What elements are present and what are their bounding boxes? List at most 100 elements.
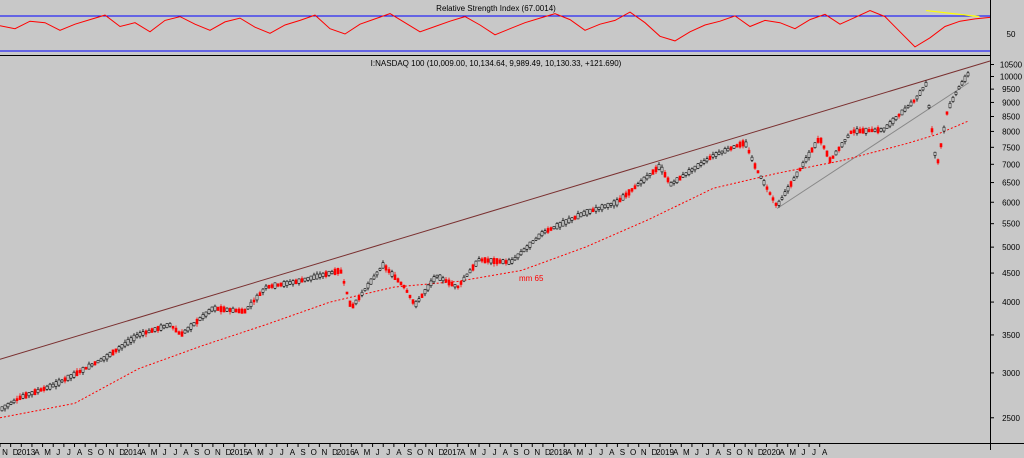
- candle-body: [306, 276, 310, 281]
- candle-body: [372, 275, 376, 280]
- x-tick-label: A: [779, 448, 785, 457]
- candle-body: [291, 280, 295, 285]
- candle-body: [102, 356, 106, 361]
- x-tick-label: A: [247, 448, 253, 457]
- y-tick-label: 5500: [1002, 220, 1020, 229]
- candle-body: [723, 148, 727, 154]
- candle-body: [945, 111, 949, 115]
- candle-body: [156, 326, 160, 332]
- x-tick-label: S: [726, 448, 731, 457]
- x-tick-label: 2020: [763, 448, 781, 457]
- candle-body: [885, 124, 889, 129]
- x-tick-label: A: [354, 448, 360, 457]
- candle-body: [300, 278, 304, 283]
- candle-body: [162, 325, 166, 329]
- candle-body: [519, 251, 523, 256]
- rsi-panel: Relative Strength Index (67.0014) 50: [0, 4, 1016, 52]
- candle-body: [585, 209, 589, 216]
- candle-body: [321, 272, 325, 277]
- x-tick-label: J: [173, 448, 177, 457]
- candle-body: [432, 276, 436, 283]
- candle-body: [231, 307, 235, 313]
- candle-body: [504, 260, 508, 264]
- x-tick-label: N: [215, 448, 221, 457]
- candle-body: [864, 127, 868, 134]
- candle-body: [639, 180, 643, 185]
- y-tick-label: 9500: [1002, 85, 1020, 94]
- x-tick-label: D: [119, 448, 125, 457]
- candle-body: [498, 259, 502, 264]
- candle-body: [204, 311, 208, 317]
- rsi-title: Relative Strength Index (67.0014): [436, 4, 556, 13]
- x-tick-label: O: [523, 448, 529, 457]
- candle-body: [6, 403, 10, 408]
- candle-body: [249, 301, 253, 307]
- candle-body: [852, 129, 856, 134]
- candle-body: [888, 121, 892, 127]
- candle-body: [477, 258, 481, 262]
- candle-body: [198, 317, 202, 322]
- x-tick-label: D: [545, 448, 551, 457]
- candle-body: [417, 298, 421, 302]
- candle-body: [315, 273, 319, 280]
- candle-body: [921, 86, 925, 91]
- candle-body: [609, 203, 613, 206]
- candle-body: [219, 306, 223, 313]
- candle-body: [339, 269, 343, 274]
- x-tick-label: S: [194, 448, 199, 457]
- candle-body: [696, 163, 700, 169]
- candle-body: [96, 360, 100, 364]
- candle-body: [255, 294, 259, 301]
- candle-body: [753, 163, 757, 169]
- candle-body: [3, 404, 7, 410]
- trendline-2: [776, 82, 969, 209]
- y-tick-label: 8000: [1002, 127, 1020, 136]
- candle-body: [627, 189, 631, 196]
- candle-body: [786, 186, 790, 192]
- candle-body: [279, 282, 283, 287]
- candle-body: [540, 231, 544, 237]
- candle-body: [873, 128, 877, 132]
- candle-body: [747, 149, 751, 154]
- x-tick-label: M: [257, 448, 264, 457]
- candle-body: [564, 219, 568, 225]
- candle-body: [588, 208, 592, 214]
- candle-body: [336, 268, 340, 275]
- candle-body: [324, 271, 328, 277]
- candle-body: [615, 199, 619, 206]
- candle-body: [924, 81, 928, 87]
- candle-body: [72, 371, 76, 378]
- x-tick-label: J: [706, 448, 710, 457]
- candle-body: [465, 273, 469, 277]
- candle-body: [891, 117, 895, 125]
- candle-body: [708, 155, 712, 160]
- y-tick-label: 7500: [1002, 143, 1020, 152]
- x-tick-label: N: [534, 448, 540, 457]
- candle-body: [879, 128, 883, 132]
- candle-body: [276, 283, 280, 287]
- candle-body: [186, 326, 190, 332]
- x-tick-label: N: [428, 448, 434, 457]
- x-tick-label: N: [109, 448, 115, 457]
- candle-body: [87, 363, 91, 370]
- candle-body: [687, 169, 691, 175]
- candle-body: [579, 212, 583, 218]
- candle-body: [90, 363, 94, 367]
- candle-body: [714, 152, 718, 157]
- candle-body: [624, 192, 628, 198]
- candle-body: [117, 346, 121, 351]
- candle-body: [855, 128, 859, 134]
- candle-body: [621, 194, 625, 201]
- x-tick-label: J: [56, 448, 60, 457]
- candle-body: [66, 374, 70, 381]
- candle-body: [303, 277, 307, 282]
- candle-body: [657, 164, 661, 170]
- candle-body: [135, 334, 139, 338]
- candle-body: [21, 394, 25, 399]
- candle-body: [669, 182, 673, 187]
- candle-body: [165, 323, 169, 329]
- candle-body: [591, 208, 595, 213]
- candle-body: [168, 322, 172, 327]
- candle-body: [105, 353, 109, 360]
- candle-body: [831, 155, 835, 159]
